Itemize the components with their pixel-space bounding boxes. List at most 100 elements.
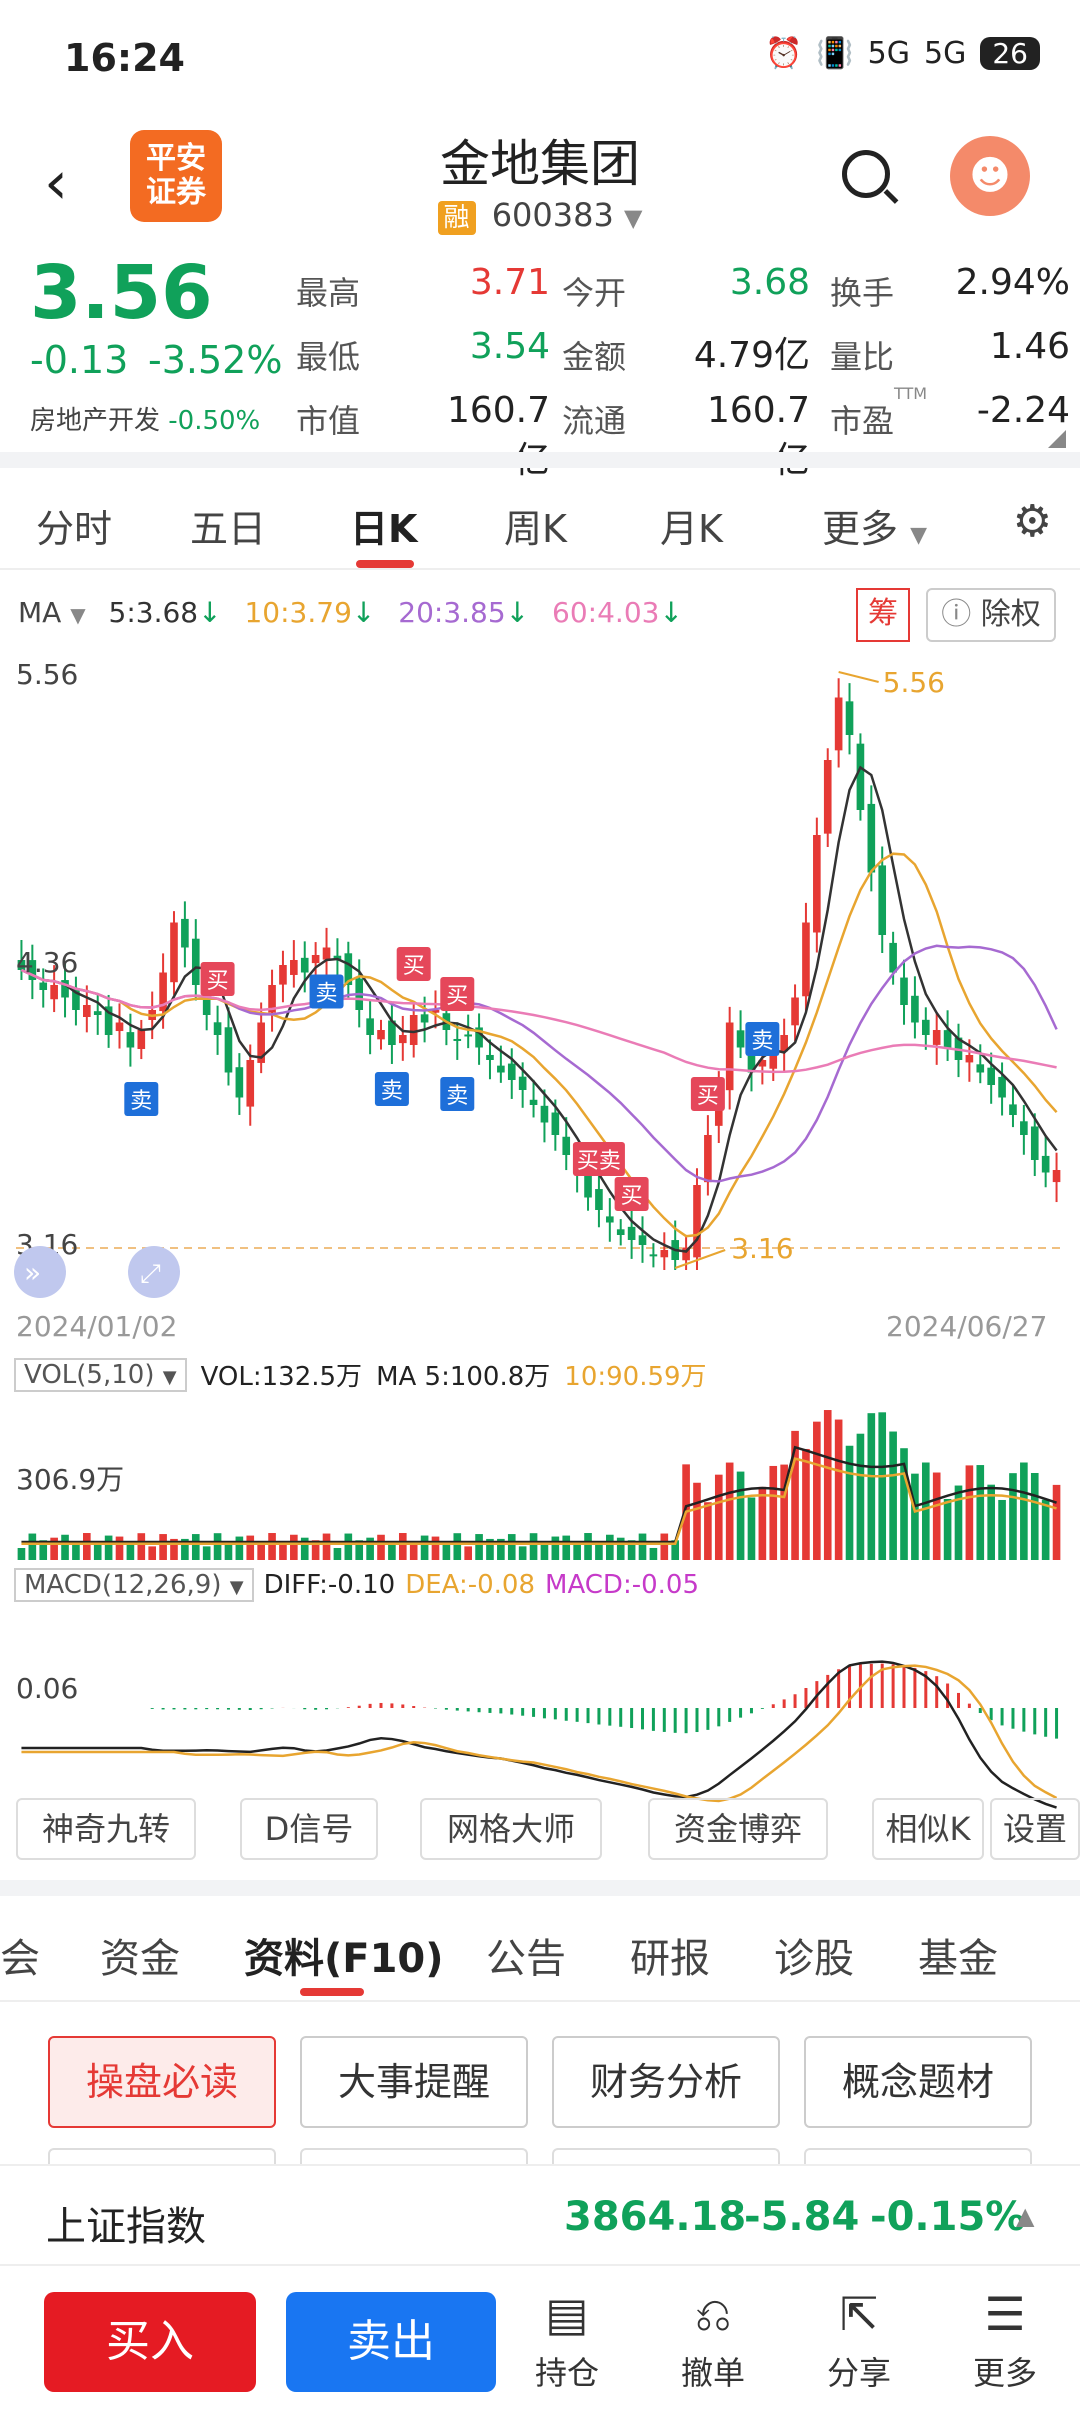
buy-button[interactable]: 买入 bbox=[44, 2292, 256, 2392]
cancel-order-button[interactable]: ⎌ 撤单 bbox=[658, 2280, 768, 2394]
tab-meeting[interactable]: 会 bbox=[0, 1936, 40, 1982]
candle-body bbox=[475, 1027, 483, 1048]
cancel-order-label: 撤单 bbox=[680, 2354, 745, 2392]
sector-name: 房地产开发 bbox=[30, 406, 161, 436]
tab-research[interactable]: 研报 bbox=[630, 1936, 710, 1982]
sector-change: -0.50% bbox=[168, 406, 261, 436]
candle-body bbox=[137, 1030, 146, 1049]
macd-selector[interactable]: MACD(12,26,9) ▼ bbox=[14, 1568, 254, 1602]
tool-d-signal[interactable]: D信号 bbox=[240, 1798, 378, 1860]
volume-bar bbox=[366, 1537, 374, 1560]
divider bbox=[0, 2000, 1080, 2002]
candle-body bbox=[159, 972, 167, 1012]
candle-body bbox=[769, 1047, 778, 1069]
tab-announcement[interactable]: 公告 bbox=[486, 1936, 566, 1982]
gear-icon[interactable]: ⚙ bbox=[1012, 496, 1052, 547]
candle-body bbox=[431, 1010, 440, 1013]
caret-down-icon: ▼ bbox=[70, 603, 86, 627]
sub-must-read[interactable]: 操盘必读 bbox=[48, 2036, 276, 2128]
volume-bar bbox=[497, 1538, 505, 1560]
tool-settings[interactable]: 设置 bbox=[990, 1798, 1080, 1860]
avatar-icon[interactable]: ☻ bbox=[950, 136, 1030, 216]
chip-distribution-button[interactable]: 筹 bbox=[856, 588, 910, 642]
signal-tag bbox=[396, 947, 431, 981]
signal-tag bbox=[200, 962, 235, 996]
volume-bar bbox=[486, 1538, 494, 1560]
vol-ma10: 10:90.59万 bbox=[564, 1362, 707, 1392]
volume-bar bbox=[911, 1473, 919, 1560]
macd-label: MACD(12,26,9) bbox=[24, 1570, 222, 1600]
tab-daily-k[interactable]: 日K bbox=[350, 507, 418, 551]
stock-code-row[interactable]: 融 600383 ▼ bbox=[0, 196, 1080, 235]
sell-button[interactable]: 卖出 bbox=[286, 2292, 496, 2392]
volume-bar bbox=[834, 1419, 843, 1560]
volume-bar bbox=[987, 1484, 995, 1560]
ma20-value: 20:3.85 bbox=[398, 596, 506, 629]
volume-bar bbox=[638, 1533, 647, 1560]
volume-bar bbox=[529, 1533, 538, 1560]
candle-body bbox=[878, 865, 887, 935]
tab-diagnosis[interactable]: 诊股 bbox=[774, 1936, 854, 1982]
volume-bar bbox=[72, 1544, 80, 1560]
share-button[interactable]: ⇱ 分享 bbox=[804, 2280, 914, 2394]
candle-body bbox=[595, 1189, 603, 1210]
signal-text: 卖 bbox=[751, 1029, 773, 1054]
tool-fund-game[interactable]: 资金博弈 bbox=[648, 1798, 828, 1860]
ma-legend[interactable]: MA ▼ 5:3.68↓ 10:3.79↓ 20:3.85↓ 60:4.03↓ bbox=[18, 596, 683, 629]
candle-body bbox=[61, 980, 69, 998]
volume-bar bbox=[943, 1498, 952, 1560]
tool-similar-k[interactable]: 相似K bbox=[872, 1798, 984, 1860]
positions-button[interactable]: ▤ 持仓 bbox=[512, 2280, 622, 2394]
fast-forward-icon[interactable]: » bbox=[14, 1246, 66, 1298]
status-bar: 16:24 ⏰ 📳 5G 5G 26 bbox=[0, 0, 1080, 120]
chevron-left-icon[interactable]: ‹ bbox=[44, 148, 68, 218]
tab-five-day[interactable]: 五日 bbox=[190, 507, 267, 551]
divider bbox=[0, 452, 1080, 468]
candle-body bbox=[889, 942, 897, 973]
ttm-tag: TTM bbox=[894, 384, 928, 403]
signal-text: 买 bbox=[403, 954, 425, 979]
tab-intraday[interactable]: 分时 bbox=[36, 507, 113, 551]
candle-body bbox=[987, 1067, 995, 1085]
vol-selector[interactable]: VOL(5,10) ▼ bbox=[14, 1357, 187, 1392]
ma5-line bbox=[20, 765, 1058, 1253]
volume-bar bbox=[649, 1547, 658, 1560]
tab-funds[interactable]: 资金 bbox=[100, 1936, 180, 1982]
sub-financial-analysis[interactable]: 财务分析 bbox=[552, 2036, 780, 2128]
ex-rights-button[interactable]: ⓘ 除权 bbox=[926, 588, 1056, 642]
volume-bar bbox=[965, 1465, 974, 1560]
tab-more[interactable]: 更多 ▼ bbox=[822, 498, 927, 553]
tab-monthly-k[interactable]: 月K bbox=[660, 507, 723, 551]
volume-bar bbox=[551, 1536, 560, 1560]
more-button[interactable]: ☰ 更多 bbox=[950, 2280, 1060, 2394]
candle-body bbox=[17, 960, 26, 970]
volume-bar bbox=[246, 1535, 255, 1560]
vol-axis: 306.9万 bbox=[16, 1463, 125, 1496]
search-icon[interactable] bbox=[842, 150, 890, 198]
tool-grid-master[interactable]: 网格大师 bbox=[420, 1798, 602, 1860]
candle-body bbox=[300, 957, 309, 973]
tab-weekly-k[interactable]: 周K bbox=[504, 507, 567, 551]
vol-ma10-line bbox=[21, 1457, 1057, 1546]
candle-body bbox=[823, 760, 832, 834]
volume-bar bbox=[998, 1499, 1006, 1560]
volume-bar bbox=[867, 1413, 876, 1560]
tool-magic-nine[interactable]: 神奇九转 bbox=[16, 1798, 196, 1860]
fullscreen-icon[interactable]: ⤢ bbox=[128, 1246, 180, 1298]
index-ticker[interactable]: 上证指数 3864.18 -5.84 -0.15% ▲ bbox=[0, 2164, 1080, 2266]
candle-body bbox=[93, 1011, 102, 1015]
tab-f10[interactable]: 资料(F10) bbox=[244, 1936, 444, 1982]
caret-up-icon[interactable]: ▲ bbox=[1016, 2202, 1035, 2230]
candle-body bbox=[409, 1015, 418, 1045]
tab-fund[interactable]: 基金 bbox=[918, 1936, 998, 1982]
candle-body bbox=[660, 1250, 669, 1258]
volume-bar bbox=[388, 1544, 396, 1560]
candle-body bbox=[72, 989, 80, 1010]
volume-bar bbox=[104, 1535, 113, 1560]
sub-concept-theme[interactable]: 概念题材 bbox=[804, 2036, 1032, 2128]
battery-icon: 26 bbox=[980, 37, 1040, 70]
sector-info[interactable]: 房地产开发 -0.50% bbox=[30, 400, 260, 437]
sub-event-reminder[interactable]: 大事提醒 bbox=[300, 2036, 528, 2128]
volume-bar bbox=[126, 1541, 135, 1560]
